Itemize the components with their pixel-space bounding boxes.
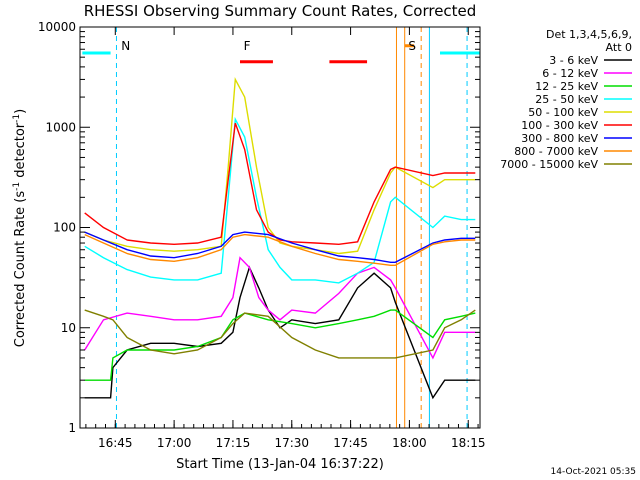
y-tick-label: 1 <box>68 421 76 435</box>
chart-title: RHESSI Observing Summary Count Rates, Co… <box>84 2 477 20</box>
flag-label-n: N <box>121 39 130 53</box>
legend-label: 100 - 300 keV <box>521 119 598 132</box>
x-tick-label: 17:30 <box>274 436 309 450</box>
plot-frame <box>79 26 481 429</box>
footer-timestamp: 14-Oct-2021 05:35 <box>551 467 636 477</box>
legend-label: 6 - 12 keV <box>542 67 598 80</box>
y-tick-label: 1000 <box>45 120 76 134</box>
series-line-7 <box>84 233 476 266</box>
x-tick-label: 16:45 <box>98 436 133 450</box>
legend-label: 3 - 6 keV <box>549 54 598 67</box>
legend-header-line1: Det 1,3,4,5,6,9, <box>546 28 632 41</box>
legend-label: 50 - 100 keV <box>528 106 598 119</box>
series-line-5 <box>84 122 476 246</box>
y-tick-label: 100 <box>53 221 76 235</box>
legend-header-line2: Att 0 <box>606 41 632 54</box>
y-tick-label: 10000 <box>38 20 76 34</box>
series-line-6 <box>84 231 476 263</box>
series-line-1 <box>84 256 476 360</box>
flag-label-f: F <box>244 39 251 53</box>
x-tick-label: 18:00 <box>392 436 427 450</box>
series-line-4 <box>84 76 476 255</box>
x-tick-label: 17:45 <box>333 436 368 450</box>
x-tick-label: 17:00 <box>157 436 192 450</box>
legend-label: 7000 - 15000 keV <box>500 158 598 171</box>
x-tick-label: 17:15 <box>216 436 251 450</box>
x-tick-label: 18:15 <box>451 436 486 450</box>
series-line-3 <box>84 116 476 284</box>
y-axis-title: Corrected Count Rate (s-1 detector-1) <box>12 109 28 347</box>
y-tick-label: 10 <box>61 321 76 335</box>
legend-label: 300 - 800 keV <box>521 132 598 145</box>
x-axis-title: Start Time (13-Jan-04 16:37:22) <box>176 457 384 472</box>
flag-label-s: S <box>408 39 416 53</box>
legend-label: 25 - 50 keV <box>535 93 598 106</box>
series-line-2 <box>84 309 476 381</box>
y-axis-ticks: 1 10 100 1000 10000 <box>38 20 480 435</box>
x-axis-ticks: 16:45 17:00 17:15 17:30 17:45 18:00 18:15 <box>85 27 486 450</box>
series-line-8 <box>84 309 476 359</box>
legend-label: 800 - 7000 keV <box>514 145 598 158</box>
legend-label: 12 - 25 keV <box>535 80 598 93</box>
series-line-0 <box>84 265 476 400</box>
